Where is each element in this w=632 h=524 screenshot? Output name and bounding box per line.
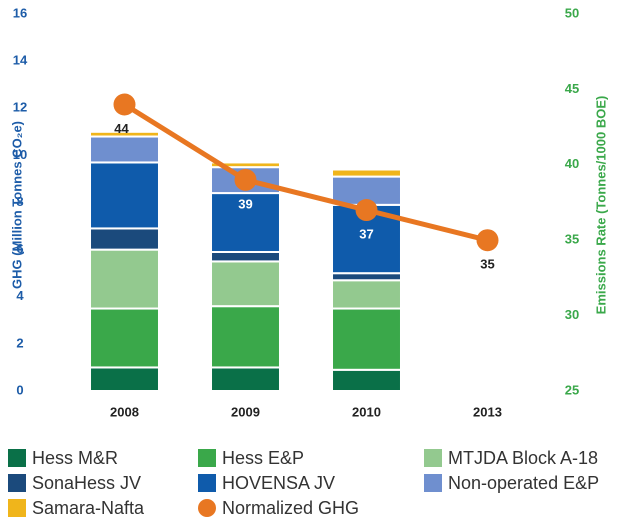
legend-marker — [8, 449, 26, 467]
line-point — [355, 199, 378, 222]
y-tick-label: 14 — [13, 53, 28, 68]
bar-segment — [89, 135, 160, 164]
y2-axis-label: Emissions Rate (Tonnes/1000 BOE) — [593, 96, 608, 315]
y-tick-label: 0 — [16, 382, 23, 397]
bar-segment — [89, 161, 160, 230]
data-label: 39 — [238, 196, 252, 211]
line-point — [234, 168, 257, 191]
legend-label: MTJDA Block A-18 — [448, 448, 598, 468]
legend-label: Hess E&P — [222, 448, 304, 468]
legend-label: Hess M&R — [32, 448, 118, 468]
legend-marker — [424, 474, 442, 492]
line-point — [113, 93, 136, 116]
bar-segment — [210, 366, 281, 392]
bar-segment — [210, 161, 281, 169]
legend-marker — [198, 449, 216, 467]
legend-marker — [198, 499, 216, 517]
bar-segment — [89, 307, 160, 369]
bar-segment — [89, 130, 160, 138]
y2-tick-label: 45 — [565, 81, 579, 96]
legend-label: SonaHess JV — [32, 473, 141, 493]
bar-segment — [89, 248, 160, 310]
bar-segment — [331, 307, 402, 371]
x-tick-label: 2009 — [231, 404, 260, 419]
y-tick-label: 12 — [13, 100, 27, 115]
legend-label: Non-operated E&P — [448, 473, 599, 493]
y-tick-label: 4 — [16, 288, 24, 303]
bar-segment — [210, 250, 281, 263]
y-axis-label: GHG (Million Tonnes CO₂e) — [9, 121, 24, 289]
y2-tick-label: 35 — [565, 232, 579, 247]
legend-marker — [424, 449, 442, 467]
y-tick-label: 2 — [16, 335, 23, 350]
line-point — [476, 229, 499, 252]
bar-segment — [210, 260, 281, 308]
bar-segment — [331, 272, 402, 282]
y2-tick-label: 50 — [565, 5, 579, 20]
y-tick-label: 8 — [16, 194, 23, 209]
y-tick-label: 10 — [13, 147, 27, 162]
bar-segment — [331, 279, 402, 310]
legend-marker — [8, 499, 26, 517]
data-label: 44 — [114, 121, 129, 136]
y-tick-label: 16 — [13, 5, 27, 20]
legend-label: HOVENSA JV — [222, 473, 335, 493]
legend-marker — [8, 474, 26, 492]
data-label: 37 — [359, 226, 373, 241]
bar-segment — [89, 227, 160, 251]
x-tick-label: 2013 — [473, 404, 502, 419]
y-tick-label: 6 — [16, 241, 23, 256]
data-label: 35 — [480, 257, 494, 272]
y2-tick-label: 30 — [565, 307, 579, 322]
x-tick-label: 2008 — [110, 404, 139, 419]
bar-segment — [210, 305, 281, 369]
legend-label: Samara-Nafta — [32, 498, 145, 518]
legend-marker — [198, 474, 216, 492]
line — [123, 102, 489, 243]
bar-segment — [331, 168, 402, 178]
bar-segment — [331, 368, 402, 393]
x-tick-label: 2010 — [352, 404, 381, 419]
legend-label: Normalized GHG — [222, 498, 359, 518]
y2-tick-label: 40 — [565, 156, 579, 171]
bar-segment — [89, 366, 160, 392]
y2-tick-label: 25 — [565, 382, 579, 397]
bar-segment — [210, 192, 281, 253]
